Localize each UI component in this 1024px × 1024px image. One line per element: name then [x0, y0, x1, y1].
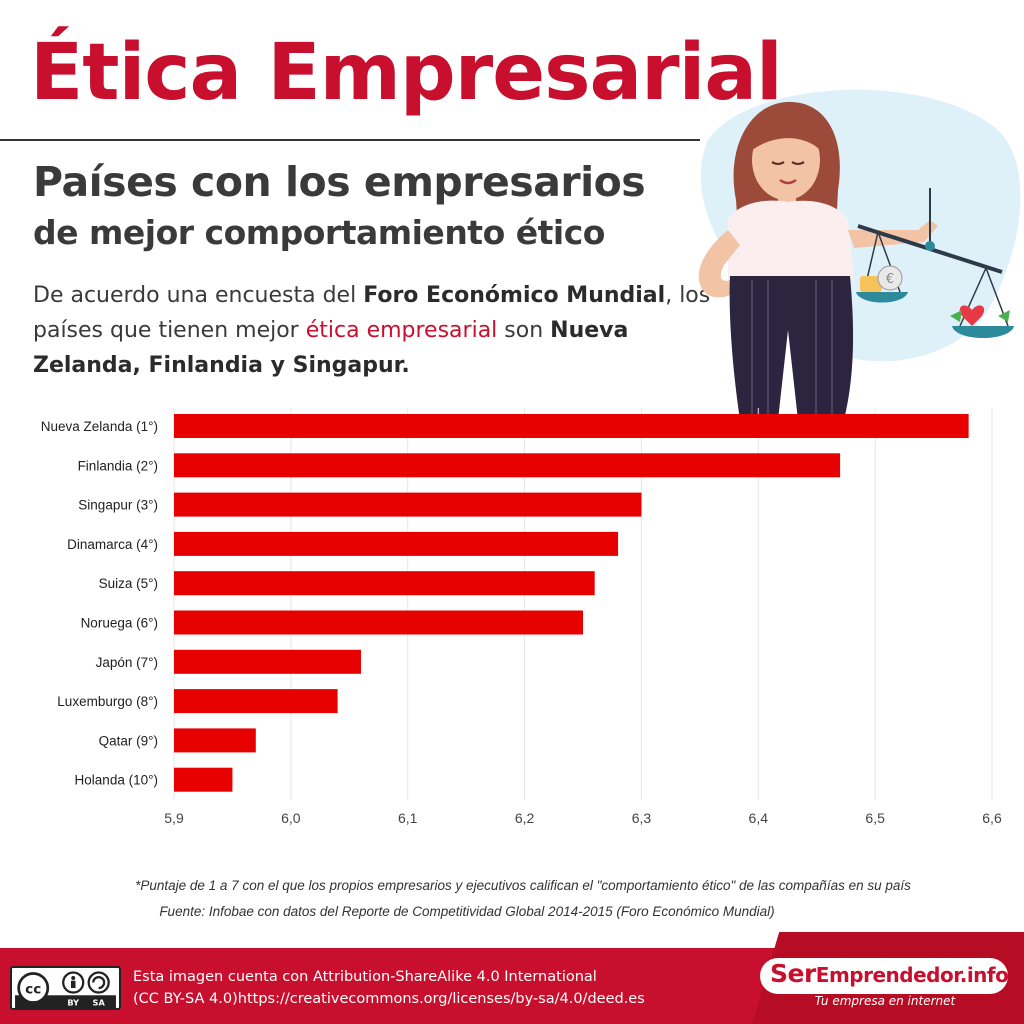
x-tick-label: 6,0	[281, 810, 301, 826]
category-label: Noruega (6°)	[81, 616, 158, 631]
page-title: Ética Empresarial	[30, 28, 783, 118]
x-tick-label: 6,5	[865, 810, 885, 826]
category-label: Dinamarca (4°)	[67, 537, 158, 552]
category-label: Nueva Zelanda (1°)	[41, 419, 158, 434]
brand-tagline: Tu empresa en internet	[814, 994, 956, 1008]
subtitle-line-2: de mejor comportamiento ético	[33, 213, 605, 252]
bar	[174, 767, 233, 792]
intro-paragraph: De acuerdo una encuesta del Foro Económi…	[33, 278, 723, 383]
title-divider	[0, 139, 700, 141]
intro-text-1: De acuerdo una encuesta del	[33, 283, 364, 308]
x-tick-label: 6,4	[749, 810, 769, 826]
x-tick-label: 5,9	[164, 810, 184, 826]
bar	[174, 728, 256, 753]
bar	[174, 531, 619, 556]
license-text: Esta imagen cuenta con Attribution-Share…	[133, 966, 645, 1010]
x-tick-label: 6,3	[632, 810, 652, 826]
footnote-scale: *Puntaje de 1 a 7 con el que los propios…	[135, 878, 911, 893]
x-tick-label: 6,1	[398, 810, 418, 826]
creative-commons-by-sa-icon[interactable]: cc BY SA	[10, 966, 121, 1010]
bar	[174, 689, 338, 714]
businesswoman-with-scales-icon: €	[698, 89, 1021, 420]
category-label: Luxemburgo (8°)	[57, 694, 158, 709]
bar	[174, 649, 361, 674]
intro-highlight: ética empresarial	[305, 318, 498, 343]
intro-bold-1: Foro Económico Mundial	[363, 283, 666, 308]
license-link[interactable]: (CC BY-SA 4.0)https://creativecommons.or…	[133, 991, 645, 1007]
intro-text-3: son	[497, 318, 551, 343]
brand-logo-background	[760, 958, 1008, 994]
x-tick-label: 6,6	[982, 810, 1002, 826]
brand-name: Emprendedor.info	[815, 963, 1009, 987]
brand-ser: Ser	[770, 959, 816, 988]
bar	[174, 492, 642, 517]
bar-chart: 5,9 6,0 6,1 6,2 6,3 6,4 6,5 6,6 Nueva Zelanda (1…	[41, 408, 1002, 826]
bar	[174, 571, 595, 596]
license-line-1: Esta imagen cuenta con Attribution-Share…	[133, 969, 597, 985]
cc-by-label: BY	[67, 997, 79, 1007]
category-label: Japón (7°)	[96, 655, 158, 670]
subtitle-line-1: Países con los empresarios	[33, 158, 646, 206]
footnote-source: Fuente: Infobae con datos del Reporte de…	[159, 904, 775, 919]
category-label: Finlandia (2°)	[78, 458, 158, 473]
cc-sa-label: SA	[93, 997, 106, 1007]
bar	[174, 610, 583, 635]
brand-logo[interactable]: SerEmprendedor.info	[770, 959, 1009, 988]
x-tick-label: 6,2	[515, 810, 535, 826]
svg-text:cc: cc	[25, 981, 41, 997]
bar	[174, 453, 841, 478]
intro-bold-2: Nueva Zelanda, Finlandia y Singapur.	[33, 318, 629, 378]
euro-symbol: €	[886, 272, 894, 287]
bar	[174, 414, 969, 438]
category-label: Singapur (3°)	[78, 498, 158, 513]
category-label: Suiza (5°)	[99, 576, 158, 591]
category-label: Qatar (9°)	[99, 733, 158, 748]
category-label: Holanda (10°)	[75, 773, 158, 788]
